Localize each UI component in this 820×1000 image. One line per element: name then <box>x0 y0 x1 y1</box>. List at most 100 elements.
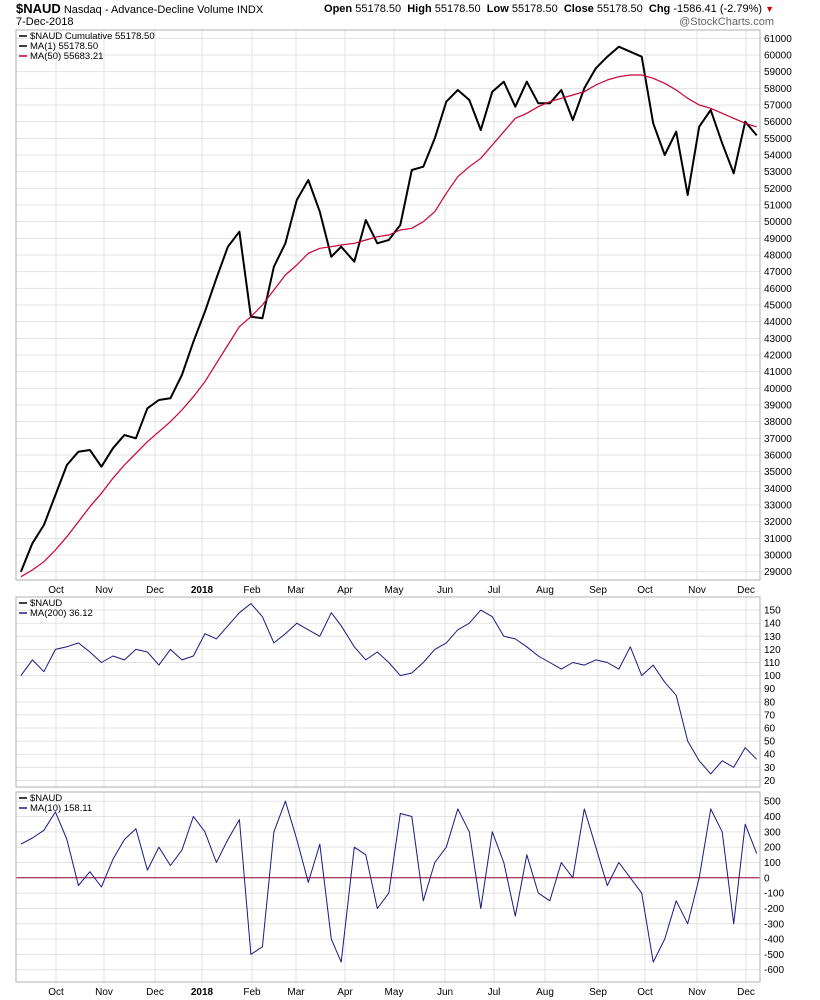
x-tick-label: Dec <box>146 987 164 998</box>
x-tick-label: Oct <box>637 585 653 596</box>
x-tick-label: Dec <box>737 585 755 596</box>
x-tick-label: Oct <box>48 987 64 998</box>
x-tick-label: Nov <box>95 585 113 596</box>
y-tick-label: 56000 <box>764 117 792 128</box>
close-value: 55178.50 <box>596 3 643 15</box>
price-line <box>19 45 758 573</box>
y-tick-label: 35000 <box>764 467 792 478</box>
y-tick-label: 140 <box>764 619 781 630</box>
x-tick-label: Oct <box>637 987 653 998</box>
y-tick-label: 130 <box>764 632 781 643</box>
y-tick-label: 90 <box>764 684 776 695</box>
y-tick-label: 40 <box>764 750 776 761</box>
x-tick-label: Jun <box>437 987 453 998</box>
y-tick-label: 57000 <box>764 101 792 112</box>
chg-value: -1586.41 (-2.79%) <box>673 3 763 15</box>
x-tick-label: Mar <box>287 987 305 998</box>
y-tick-label: 30 <box>764 763 776 774</box>
y-tick-label: 58000 <box>764 84 792 95</box>
y-tick-label: 38000 <box>764 417 792 428</box>
x-tick-label: Nov <box>688 585 706 596</box>
y-tick-label: 50000 <box>764 217 792 228</box>
y-tick-label: 43000 <box>764 334 792 345</box>
legend-entry: $NAUD <box>30 793 62 804</box>
x-tick-label: Oct <box>48 585 64 596</box>
y-tick-label: 100 <box>764 671 781 682</box>
y-tick-label: 40000 <box>764 384 792 395</box>
y-tick-label: 52000 <box>764 184 792 195</box>
y-tick-label: 31000 <box>764 534 792 545</box>
open-label: Open <box>324 3 353 15</box>
x-tick-label: Sep <box>589 585 607 596</box>
x-tick-label: Feb <box>243 585 261 596</box>
y-tick-label: 42000 <box>764 351 792 362</box>
y-tick-label: 36000 <box>764 451 792 462</box>
symbol-title: $NAUD <box>16 1 61 16</box>
y-tick-label: 54000 <box>764 151 792 162</box>
y-tick-label: 80 <box>764 697 776 708</box>
chart-header: $NAUD Nasdaq - Advance-Decline Volume IN… <box>16 2 774 17</box>
open-value: 55178.50 <box>355 3 402 15</box>
x-tick-label: Dec <box>737 987 755 998</box>
y-tick-label: 400 <box>764 812 781 823</box>
y-tick-label: 29000 <box>764 567 792 578</box>
panel-frame <box>15 29 761 581</box>
x-tick-label: Mar <box>287 585 305 596</box>
x-tick-label: May <box>385 585 404 596</box>
y-tick-label: 120 <box>764 645 781 656</box>
ma50-line <box>20 74 757 578</box>
y-tick-label: 34000 <box>764 484 792 495</box>
y-tick-label: 60 <box>764 724 776 735</box>
y-tick-label: 41000 <box>764 367 792 378</box>
y-tick-label: 48000 <box>764 251 792 262</box>
x-tick-label: 2018 <box>191 585 214 596</box>
y-tick-label: 200 <box>764 843 781 854</box>
y-tick-label: 59000 <box>764 67 792 78</box>
x-tick-label: Apr <box>337 987 353 998</box>
y-tick-label: 39000 <box>764 401 792 412</box>
x-tick-label: Feb <box>243 987 261 998</box>
y-tick-label: 37000 <box>764 434 792 445</box>
x-tick-label: Aug <box>536 987 554 998</box>
y-tick-label: -300 <box>764 919 784 930</box>
y-tick-label: -100 <box>764 889 784 900</box>
watermark: @StockCharts.com <box>679 16 774 28</box>
legend-entry: MA(1) 55178.50 <box>30 41 98 52</box>
high-label: High <box>407 3 432 15</box>
x-tick-label: 2018 <box>191 987 214 998</box>
y-tick-label: 53000 <box>764 167 792 178</box>
y-tick-label: -200 <box>764 904 784 915</box>
y-tick-label: 300 <box>764 827 781 838</box>
x-tick-label: Nov <box>95 987 113 998</box>
y-tick-label: 50 <box>764 737 776 748</box>
ma200-line <box>20 603 758 775</box>
y-tick-label: 45000 <box>764 301 792 312</box>
down-arrow-icon: ▼ <box>765 4 774 14</box>
y-tick-label: 32000 <box>764 517 792 528</box>
x-tick-label: Dec <box>146 585 164 596</box>
y-tick-label: 70 <box>764 710 776 721</box>
y-tick-label: 51000 <box>764 201 792 212</box>
y-tick-label: 100 <box>764 858 781 869</box>
panel-frame <box>15 596 761 788</box>
legend-entry: MA(50) 55683.21 <box>30 51 103 62</box>
symbol-exchange: INDX <box>236 4 264 16</box>
x-tick-label: Aug <box>536 585 554 596</box>
y-tick-label: -600 <box>764 965 784 976</box>
x-tick-label: Jul <box>488 585 501 596</box>
y-tick-label: 55000 <box>764 134 792 145</box>
y-tick-label: 20 <box>764 776 776 787</box>
y-tick-label: 30000 <box>764 551 792 562</box>
ma10-line <box>20 800 758 963</box>
legend-entry: MA(10) 158.11 <box>30 803 92 814</box>
y-tick-label: 60000 <box>764 51 792 62</box>
y-tick-label: 47000 <box>764 267 792 278</box>
legend-entry: $NAUD <box>30 598 62 609</box>
low-label: Low <box>486 3 509 15</box>
x-tick-label: Nov <box>688 987 706 998</box>
y-tick-label: 49000 <box>764 234 792 245</box>
high-value: 55178.50 <box>434 3 481 15</box>
y-tick-label: 0 <box>764 873 770 884</box>
x-tick-label: Apr <box>337 585 353 596</box>
